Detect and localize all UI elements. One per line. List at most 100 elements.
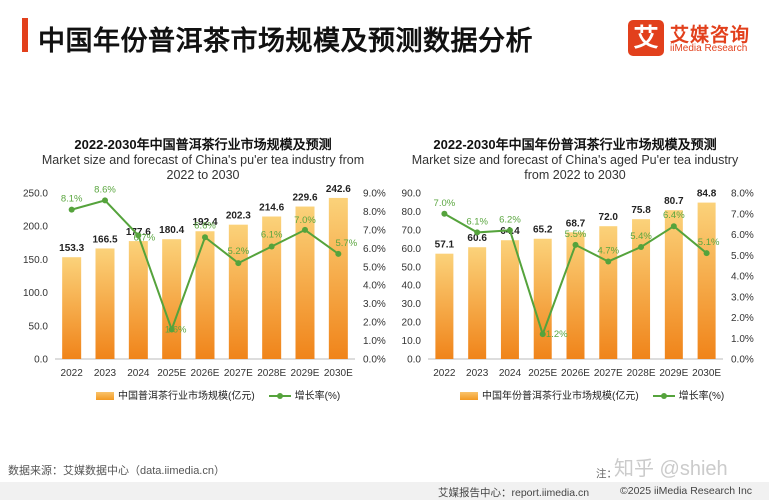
legend-line-swatch [268, 393, 291, 400]
legend-bar-swatch [96, 392, 114, 401]
logo-english-name: iiMedia Research [670, 43, 748, 54]
chart-1-growth-point [68, 206, 75, 213]
chart-1-growth-label: 6.6% [194, 220, 216, 231]
chart-1-y-tick-right: 8.0% [363, 207, 386, 218]
chart-2-y-tick-left: 90.0 [402, 189, 422, 200]
chart-2-bar [632, 219, 651, 359]
chart-2-bar [468, 247, 487, 359]
legend-bar-swatch [460, 392, 478, 401]
logo-badge: 艾 [628, 20, 664, 56]
chart-1-bar-value-label: 229.6 [292, 193, 317, 204]
chart-1-x-tick: 2030E [324, 368, 353, 379]
chart-1-growth-label: 8.1% [61, 194, 83, 205]
chart-2-y-tick-left: 40.0 [402, 281, 422, 292]
chart-1-growth-label: 5.7% [336, 238, 358, 249]
chart-2-x-tick: 2029E [659, 368, 688, 379]
chart-2-bar-value-label: 68.7 [566, 218, 586, 229]
chart-1-y-tick-left: 0.0 [34, 355, 48, 366]
chart-1-legend-bar-label: 中国普洱茶行业市场规模(亿元) [118, 391, 255, 402]
chart-2-x-tick: 2030E [692, 368, 721, 379]
chart-1-growth-point [135, 232, 142, 239]
chart-1-x-tick: 2025E [157, 368, 186, 379]
chart-1-y-tick-left: 150.0 [23, 255, 48, 266]
chart-1-bar [95, 248, 115, 359]
watermark-text: 知乎 @shieh [614, 458, 728, 480]
chart-2-bar [435, 253, 454, 359]
chart-2-growth-label: 6.1% [466, 216, 488, 227]
chart-2-y-tick-right: 7.0% [731, 209, 754, 220]
chart-1-bar-value-label: 214.6 [259, 203, 284, 214]
chart-2-y-tick-right: 6.0% [731, 230, 754, 241]
chart-2-growth-label: 6.2% [499, 214, 521, 225]
chart-1-x-tick: 2028E [257, 368, 286, 379]
chart-1-y-tick-right: 6.0% [363, 244, 386, 255]
chart-1-legend: 中国普洱茶行业市场规模(亿元) 增长率(%) [96, 387, 340, 402]
chart-2-y-tick-right: 1.0% [731, 334, 754, 345]
chart-1-bar [162, 239, 182, 359]
chart-1-subtitle-line-1: Market size and forecast of China's pu'e… [41, 153, 365, 167]
chart-1-bar-value-label: 153.3 [59, 243, 84, 254]
chart-2-y-tick-left: 30.0 [402, 299, 422, 310]
chart-1-header: 2022-2030年中国普洱茶行业市场规模及预测 Market size and… [18, 137, 388, 183]
chart-2-y-tick-left: 10.0 [402, 336, 422, 347]
chart-2-x-tick: 2024 [499, 368, 522, 379]
chart-1-y-tick-right: 9.0% [363, 189, 386, 200]
chart-2-legend-bar-label: 中国年份普洱茶行业市场规模(亿元) [482, 391, 639, 402]
chart-1-bar [195, 231, 215, 359]
chart-2-bar-value-label: 65.2 [533, 225, 553, 236]
chart-2-growth-point [539, 331, 546, 338]
chart-2-growth-label: 5.4% [630, 231, 652, 242]
chart-1-legend-line-label: 增长率(%) [294, 391, 341, 402]
chart-2-growth-point [441, 210, 448, 217]
chart-2-y-tick-right: 0.0% [731, 355, 754, 366]
chart-2-y-tick-left: 70.0 [402, 225, 422, 236]
legend-line-swatch [652, 393, 675, 400]
chart-1-y-tick-right: 4.0% [363, 281, 386, 292]
chart-1-y-tick-right: 0.0% [363, 355, 386, 366]
chart-2-legend: 中国年份普洱茶行业市场规模(亿元) 增长率(%) [460, 387, 724, 402]
chart-2-growth-point [506, 227, 513, 234]
chart-2-y-tick-right: 2.0% [731, 313, 754, 324]
chart-2-x-tick: 2023 [466, 368, 489, 379]
chart-2-y-tick-right: 3.0% [731, 292, 754, 303]
chart-2-y-tick-right: 5.0% [731, 251, 754, 262]
chart-2-bar-value-label: 84.8 [697, 189, 717, 200]
chart-2-bar-value-label: 57.1 [435, 240, 455, 251]
chart-2-x-tick: 2027E [594, 368, 623, 379]
chart-2-legend-line-label: 增长率(%) [678, 391, 725, 402]
title-accent-bar [22, 18, 28, 52]
chart-2-growth-point [605, 258, 612, 265]
footer-report-center: 艾媒报告中心：report.iimedia.cn [438, 487, 590, 499]
chart-2-growth-point [703, 250, 710, 257]
chart-1-growth-label: 7.0% [294, 215, 316, 226]
chart-2-y-tick-left: 80.0 [402, 207, 422, 218]
chart-1-x-tick: 2024 [127, 368, 150, 379]
chart-1-y-tick-right: 7.0% [363, 225, 386, 236]
chart-2-bar-value-label: 60.6 [467, 233, 487, 244]
chart-1-growth-point [168, 326, 175, 333]
chart-2-x-tick: 2028E [627, 368, 656, 379]
chart-2-x-tick: 2025E [528, 368, 557, 379]
chart-1-y-tick-right: 2.0% [363, 318, 386, 329]
chart-1-y-tick-right: 3.0% [363, 299, 386, 310]
chart-1-growth-label: 6.7% [134, 232, 156, 243]
chart-1-y-tick-left: 200.0 [23, 222, 48, 233]
chart-1-bar [62, 257, 82, 359]
chart-2-x-tick: 2022 [433, 368, 456, 379]
chart-2-growth-label: 4.7% [597, 245, 619, 256]
chart-1-growth-point [202, 234, 208, 241]
chart-1-y-tick-left: 250.0 [23, 189, 48, 200]
page-title: 中国年份普洱茶市场规模及预测数据分析 [38, 26, 533, 56]
chart-1-x-tick: 2022 [61, 368, 84, 379]
chart-2-bar [566, 232, 585, 359]
chart-1-growth-point [102, 197, 108, 204]
data-source-note: 数据来源：艾媒数据中心（data.iimedia.cn） [8, 465, 225, 477]
chart-1-bar [128, 241, 148, 359]
chart-1-bar [295, 206, 315, 359]
iimedia-logo: 艾 艾媒咨询 iiMedia Research [628, 20, 758, 60]
chart-2-header: 2022-2030年中国年份普洱茶行业市场规模及预测 Market size a… [392, 137, 758, 183]
chart-1-growth-point [235, 260, 242, 267]
footnote-label: 注： [596, 468, 617, 480]
chart-1-growth-label: 5.2% [228, 246, 250, 257]
chart-2-bar-value-label: 80.7 [664, 196, 684, 207]
